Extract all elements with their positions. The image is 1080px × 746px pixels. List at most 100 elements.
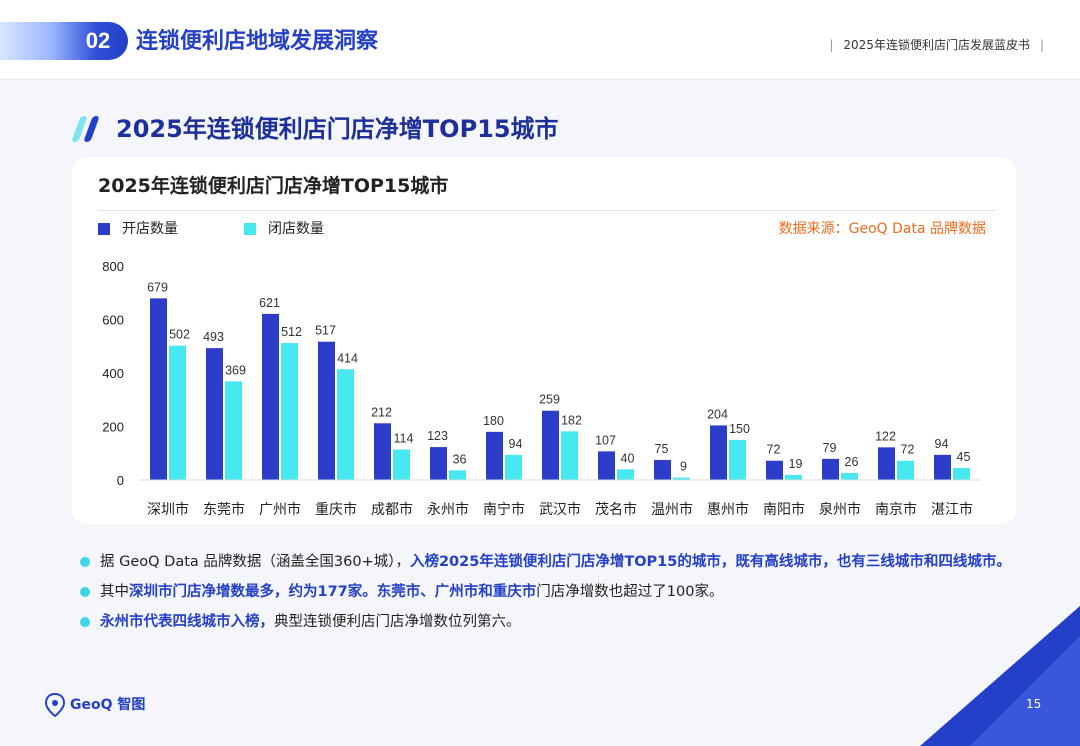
- data-label: 369: [225, 363, 246, 377]
- data-label: 94: [935, 437, 949, 451]
- corner-decoration: [920, 606, 1080, 746]
- bar-close: [897, 460, 914, 480]
- bar-open: [710, 425, 727, 480]
- bullet-dot-icon: [80, 557, 90, 567]
- x-tick-label: 湛江市: [931, 501, 973, 518]
- data-label: 182: [561, 413, 582, 427]
- insight-item: 据 GeoQ Data 品牌数据（涵盖全国360+城），入榜2025年连锁便利店…: [80, 547, 1020, 577]
- data-label: 72: [767, 443, 781, 457]
- legend-label-open: 开店数量: [122, 221, 178, 237]
- x-tick-label: 武汉市: [539, 501, 581, 518]
- page-number: 15: [1026, 697, 1042, 711]
- y-tick-label: 800: [102, 259, 124, 274]
- data-source-note: 数据来源：GeoQ Data 品牌数据: [778, 221, 986, 237]
- y-tick-label: 400: [102, 366, 124, 381]
- data-label: 79: [823, 441, 837, 455]
- data-label: 9: [680, 460, 687, 474]
- data-label: 204: [707, 407, 728, 421]
- bar-open: [206, 348, 223, 480]
- data-label: 414: [337, 351, 358, 365]
- x-tick-label: 重庆市: [315, 501, 357, 518]
- data-label: 75: [655, 442, 669, 456]
- bar-open: [598, 451, 615, 480]
- x-tick-label: 南京市: [875, 501, 917, 518]
- data-label: 122: [875, 429, 896, 443]
- bar-open: [430, 447, 447, 480]
- data-label: 180: [483, 414, 504, 428]
- x-tick-label: 成都市: [371, 501, 413, 518]
- bar-open: [318, 341, 335, 480]
- data-label: 517: [315, 324, 336, 338]
- bar-close: [169, 345, 186, 480]
- bar-open: [262, 313, 279, 480]
- section-title: 连锁便利店地域发展洞察: [136, 29, 379, 54]
- y-tick-label: 200: [102, 420, 124, 435]
- data-label: 621: [259, 296, 280, 310]
- bar-open: [878, 447, 895, 480]
- bar-close: [281, 343, 298, 480]
- bar-close: [729, 439, 746, 480]
- bar-close: [449, 470, 466, 480]
- data-label: 259: [539, 393, 560, 407]
- report-name-text: 2025年连锁便利店门店发展蓝皮书: [843, 38, 1030, 52]
- bar-open: [374, 423, 391, 480]
- data-label: 45: [957, 450, 971, 464]
- data-label: 94: [509, 437, 523, 451]
- data-label: 40: [621, 451, 635, 465]
- bar-close: [673, 477, 690, 480]
- bullet-dot-icon: [80, 617, 90, 627]
- bar-close: [561, 431, 578, 480]
- data-label: 36: [453, 452, 467, 466]
- bar-close: [785, 474, 802, 480]
- legend-label-close: 闭店数量: [268, 221, 324, 237]
- bar-close: [505, 454, 522, 480]
- logo-text: GeoQ 智图: [70, 697, 146, 713]
- section-number-badge: [0, 22, 128, 60]
- x-tick-label: 南宁市: [483, 501, 525, 518]
- data-label: 26: [845, 455, 859, 469]
- bar-close: [841, 473, 858, 480]
- insight-item: 永州市代表四线城市入榜，典型连锁便利店门店净增数位列第六。: [80, 607, 1020, 637]
- x-tick-label: 南阳市: [763, 501, 805, 518]
- data-label: 212: [371, 405, 392, 419]
- insight-item: 其中深圳市门店净增数最多，约为177家。东莞市、广州市和重庆市门店净增数也超过了…: [80, 577, 1020, 607]
- bar-close: [337, 369, 354, 480]
- bar-open: [766, 460, 783, 480]
- bar-open: [486, 431, 503, 480]
- y-tick-label: 600: [102, 313, 124, 328]
- bar-open: [542, 410, 559, 480]
- x-tick-label: 惠州市: [707, 501, 749, 518]
- x-tick-label: 东莞市: [203, 501, 245, 518]
- bar-close: [393, 449, 410, 480]
- legend-swatch-open: [98, 223, 110, 235]
- data-label: 493: [203, 330, 224, 344]
- bar-close: [953, 467, 970, 480]
- x-tick-label: 深圳市: [147, 501, 189, 518]
- data-label: 150: [729, 422, 750, 436]
- chart-title: 2025年连锁便利店门店净增TOP15城市: [98, 175, 449, 197]
- x-tick-label: 泉州市: [819, 501, 861, 518]
- data-label: 512: [281, 325, 302, 339]
- bar-open: [150, 298, 167, 480]
- y-tick-label: 0: [117, 473, 124, 488]
- x-tick-label: 永州市: [427, 501, 469, 518]
- x-tick-label: 广州市: [259, 501, 301, 518]
- data-label: 114: [394, 432, 414, 446]
- data-label: 502: [169, 328, 190, 342]
- legend-swatch-close: [244, 223, 256, 235]
- geoq-logo-icon: [44, 693, 66, 717]
- data-label: 107: [595, 433, 616, 447]
- bar-open: [654, 459, 671, 480]
- bar-close: [225, 381, 242, 480]
- bullet-dot-icon: [80, 587, 90, 597]
- data-label: 679: [147, 280, 168, 294]
- x-tick-label: 温州市: [651, 501, 693, 518]
- report-name: | 2025年连锁便利店门店发展蓝皮书 |: [829, 38, 1044, 52]
- data-label: 72: [901, 443, 915, 457]
- header-bar: [0, 0, 1080, 80]
- chart-title-divider: [98, 210, 996, 211]
- bar-open: [934, 454, 951, 480]
- x-tick-label: 茂名市: [595, 501, 637, 518]
- page-title: 2025年连锁便利店门店净增TOP15城市: [116, 115, 559, 143]
